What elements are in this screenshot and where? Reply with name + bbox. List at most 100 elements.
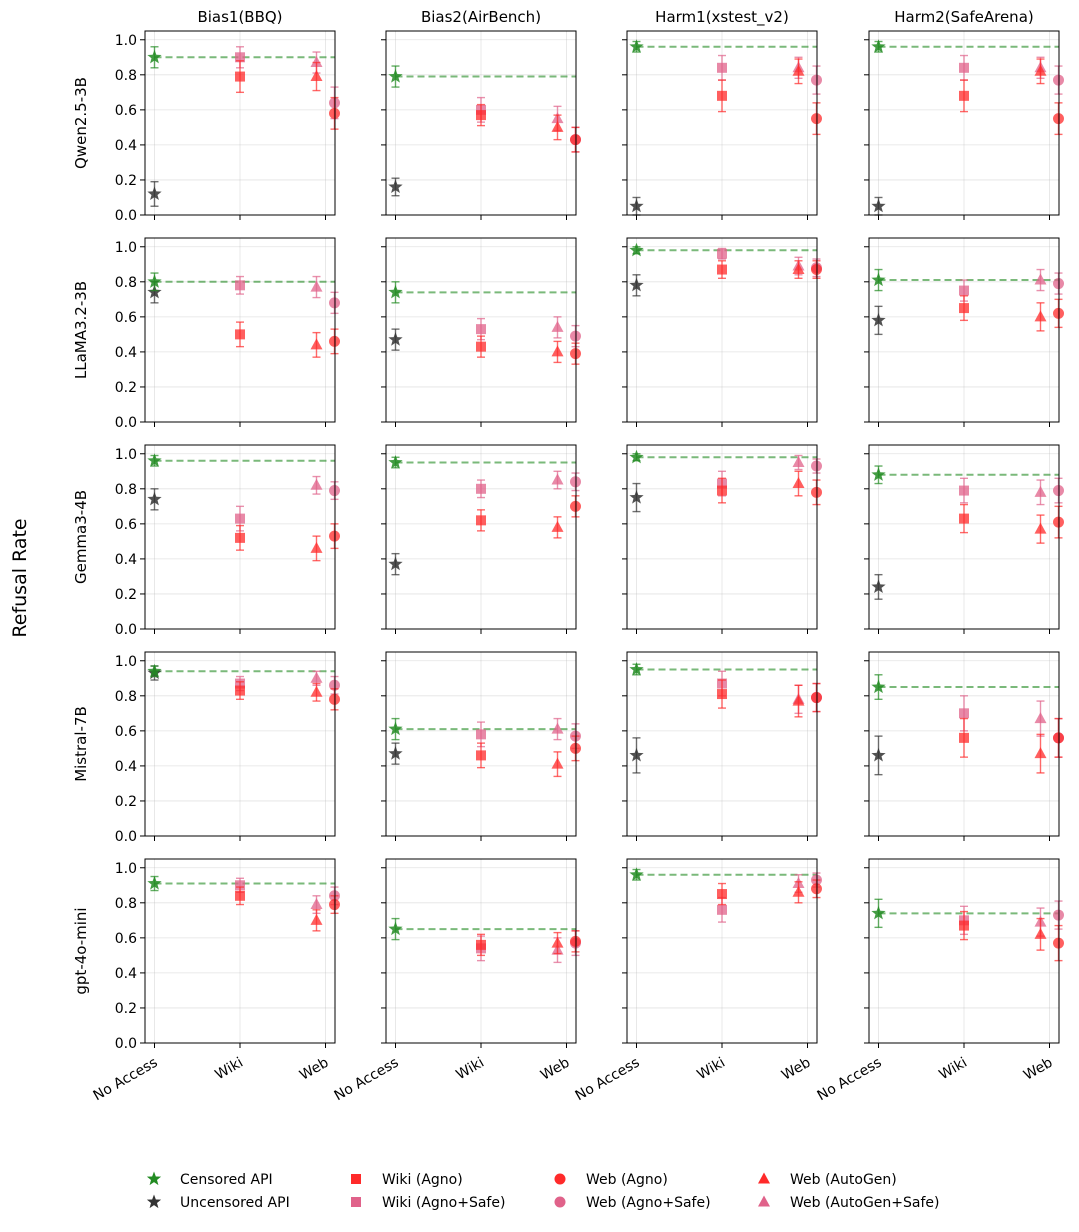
y-tick-label: 0.8 — [115, 275, 137, 291]
legend-item-wiki_agno: Wiki (Agno) — [351, 1172, 463, 1188]
y-tick-label: 0.2 — [115, 794, 137, 810]
y-tick-label: 0.8 — [115, 68, 137, 84]
x-tick-label: Web — [1021, 1055, 1056, 1084]
panel-frame — [385, 444, 577, 630]
marker-autogen — [310, 541, 323, 553]
marker-autogen — [310, 338, 323, 350]
marker-censored — [871, 679, 886, 694]
legend-label: Web (AutoGen) — [790, 1172, 897, 1188]
legend-label: Web (AutoGen+Safe) — [790, 1195, 939, 1211]
marker-wiki_agno — [717, 485, 727, 496]
panel-r2-c2 — [381, 237, 581, 427]
legend: Censored API Uncensored API Wiki (Agno) Wik… — [146, 1171, 939, 1211]
marker-censored — [871, 39, 886, 53]
marker-autogen_safe — [310, 280, 323, 292]
marker-wiki_agno — [959, 732, 969, 743]
panel-r2-c4 — [864, 237, 1064, 427]
marker-wiki_agno — [235, 71, 245, 82]
marker-wiki_agno — [235, 685, 245, 696]
legend-item-web_safe: Web (Agno+Safe) — [554, 1195, 711, 1211]
marker-autogen — [551, 757, 564, 769]
marker-wiki_agno — [476, 939, 486, 950]
y-tick-label: 0.0 — [115, 622, 137, 638]
panel-frame — [144, 858, 336, 1044]
marker-censored — [871, 272, 886, 287]
marker-autogen — [1034, 64, 1047, 76]
panel-frame — [626, 30, 818, 216]
panel-r1-c3: Harm1(xstest_v2) — [622, 8, 822, 220]
marker-censored — [871, 905, 886, 920]
panel-r5-c4: No Access Wiki Web — [815, 858, 1064, 1104]
y-tick-label: 0.2 — [115, 380, 137, 396]
marker-uncensored — [388, 556, 403, 571]
x-tick-label: No Access — [91, 1055, 161, 1105]
column-title: Harm2(SafeArena) — [894, 8, 1033, 26]
marker-censored — [629, 662, 644, 676]
marker-autogen — [551, 520, 564, 532]
x-tick-label: Web — [297, 1055, 332, 1084]
x-tick-label: Web — [538, 1055, 573, 1084]
panel-r1-c2: Bias2(AirBench) — [381, 8, 581, 220]
panel-r2-c3 — [622, 237, 822, 427]
marker-uncensored — [147, 284, 162, 299]
legend-item-censored: Censored API — [146, 1171, 273, 1188]
panel-frame — [626, 858, 818, 1044]
panel-r2-c1: 0.0 0.2 0.4 0.6 0.8 1.0 LLaMA3.2-3B — [72, 237, 340, 431]
legend-item-wiki_safe: Wiki (Agno+Safe) — [351, 1195, 505, 1211]
marker-uncensored — [871, 312, 886, 327]
marker-wiki_agno — [235, 890, 245, 901]
marker-censored — [147, 453, 162, 467]
panel-grid: 0.0 0.2 0.4 0.6 0.8 1.0 Bias1(BBQ) Qwen2.5-3B Bi… — [72, 8, 1064, 1104]
column-title: Harm1(xstest_v2) — [655, 8, 789, 27]
legend-label: Web (Agno+Safe) — [586, 1195, 711, 1211]
legend-marker-web_safe — [554, 1196, 566, 1208]
marker-autogen — [310, 70, 323, 82]
y-tick-label: 0.0 — [115, 208, 137, 224]
y-tick-label: 0.6 — [115, 931, 137, 947]
marker-uncensored — [388, 746, 403, 760]
y-tick-label: 0.6 — [115, 310, 137, 326]
panel-frame — [626, 237, 818, 423]
y-tick-label: 0.8 — [115, 482, 137, 498]
marker-autogen_safe — [551, 473, 564, 485]
marker-uncensored — [147, 186, 162, 201]
marker-autogen — [1034, 310, 1047, 322]
marker-wiki_safe — [959, 285, 969, 296]
marker-wiki_safe — [476, 324, 486, 335]
marker-autogen — [792, 477, 805, 489]
x-tick-label: Wiki — [213, 1055, 246, 1084]
y-tick-label: 0.2 — [115, 1001, 137, 1017]
marker-wiki_safe — [476, 729, 486, 740]
column-title: Bias2(AirBench) — [421, 8, 541, 26]
panel-frame — [868, 858, 1060, 1044]
marker-wiki_agno — [476, 341, 486, 352]
legend-item-autogen: Web (AutoGen) — [758, 1172, 897, 1188]
panel-frame — [868, 30, 1060, 216]
panel-frame — [144, 30, 336, 216]
panel-r1-c1: 0.0 0.2 0.4 0.6 0.8 1.0 Bias1(BBQ) Qwen2.5-3B — [72, 8, 340, 224]
marker-uncensored — [388, 179, 403, 194]
marker-censored — [147, 274, 162, 288]
marker-autogen — [792, 885, 805, 897]
marker-censored — [147, 876, 162, 890]
panel-frame — [144, 444, 336, 630]
marker-autogen_safe — [1034, 712, 1047, 724]
panel-r4-c1: 0.0 0.2 0.4 0.6 0.8 1.0 Mistral-7B — [72, 651, 340, 845]
panel-r3-c2 — [381, 444, 581, 634]
panel-frame — [385, 651, 577, 837]
y-tick-label: 0.4 — [115, 759, 137, 775]
marker-wiki_safe — [717, 904, 727, 915]
legend-marker-autogen — [758, 1172, 770, 1184]
marker-wiki_safe — [235, 880, 245, 891]
marker-uncensored — [388, 332, 403, 346]
y-tick-label: 0.6 — [115, 103, 137, 119]
marker-uncensored — [871, 747, 886, 762]
y-tick-label: 0.0 — [115, 1036, 137, 1052]
column-title: Bias1(BBQ) — [197, 8, 282, 26]
y-tick-label: 0.0 — [115, 829, 137, 845]
marker-uncensored — [629, 198, 644, 213]
panel-frame — [868, 651, 1060, 837]
marker-censored — [388, 721, 403, 736]
marker-autogen — [551, 936, 564, 948]
